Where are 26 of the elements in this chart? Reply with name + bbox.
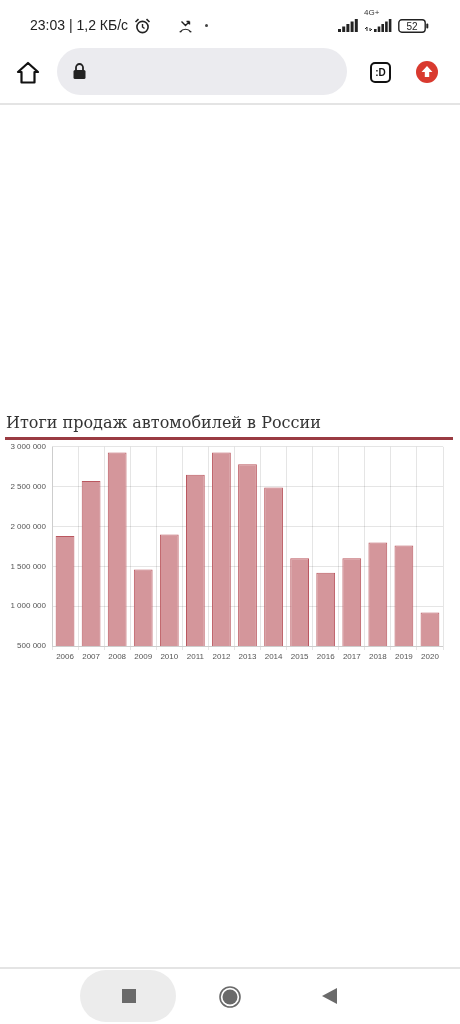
- x-tick-label: 2017: [342, 652, 362, 661]
- text: 52: [401, 21, 423, 32]
- y-tick-label: 3 000 000: [10, 442, 47, 451]
- y-tick-label: 1 500 000: [10, 561, 47, 571]
- x-tick-label: 2015: [290, 652, 310, 661]
- x-tick-label: 2013: [238, 652, 257, 661]
- x-tick-label: 2006: [56, 652, 75, 661]
- chart-title: Итоги продаж автомобилей в России: [6, 413, 321, 433]
- x-tick-label: 2016: [316, 652, 336, 661]
- y-tick-label: 1 000 000: [10, 601, 47, 611]
- x-tick-label: 2020: [421, 652, 440, 661]
- x-tick-label: 2009: [134, 652, 153, 661]
- text: 4G+: [364, 8, 380, 17]
- x-tick-label: 2010: [160, 652, 179, 661]
- x-tick-label: 2008: [108, 652, 127, 661]
- x-tick-label: 2012: [212, 652, 231, 661]
- x-tick-label: 2019: [395, 652, 414, 661]
- x-tick-label: 2018: [368, 652, 388, 661]
- text: 23:03 | 1,2 КБ/с: [30, 17, 129, 33]
- y-tick-label: 2 500 000: [10, 481, 47, 491]
- x-tick-label: 2007: [82, 652, 101, 661]
- y-tick-label: 2 000 000: [10, 521, 47, 531]
- x-tick-label: 2011: [186, 652, 205, 661]
- text: :D: [374, 67, 387, 79]
- y-tick-label: 500 000: [17, 641, 47, 651]
- x-tick-label: 2014: [264, 652, 284, 661]
